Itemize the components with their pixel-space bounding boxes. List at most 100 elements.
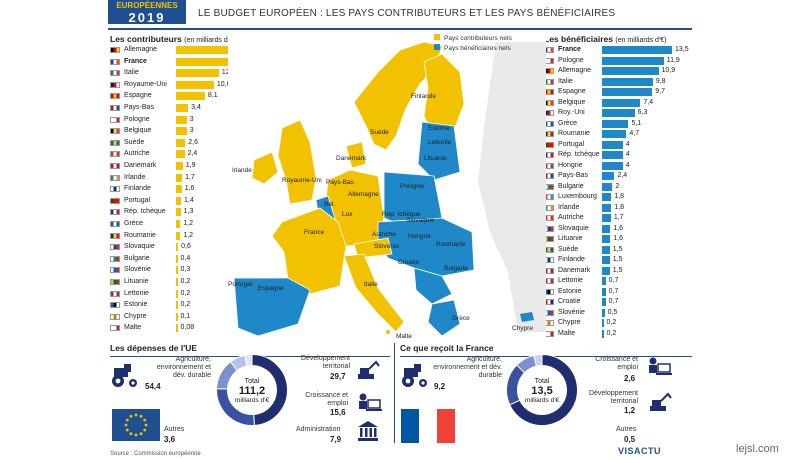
country-name: Irlande: [558, 203, 580, 211]
fr-growth-label: Croissance et emploi: [595, 356, 638, 371]
bar-value-label: 2,4: [187, 150, 198, 158]
country-flag-icon: [110, 139, 120, 146]
bottom-separator: [394, 343, 395, 443]
bar-row: Pays-Bas 2,4: [544, 171, 692, 181]
donut-slice: [533, 353, 543, 367]
bar: [602, 161, 623, 170]
badge-year: 2019: [128, 10, 166, 25]
bar-value-label: 0,4: [180, 254, 191, 262]
map-label-grece: Grèce: [452, 315, 470, 322]
bar-value-label: 2: [615, 182, 620, 190]
country-flag-icon: [110, 58, 120, 65]
bar-row: Pologne 3: [110, 115, 260, 125]
bar: [176, 185, 182, 194]
bar: [176, 127, 187, 136]
bar-value-label: 1,6: [613, 235, 624, 242]
bar-row: Hongrie 4: [544, 161, 692, 171]
bar-row: Lituanie 0,2: [110, 277, 260, 287]
map-label-roumanie: Roumanie: [436, 241, 466, 248]
eu-spending-title: Les dépenses de l'UE: [110, 343, 198, 353]
map-region-sweden: [353, 41, 443, 151]
bar-value-label: 0,6: [181, 243, 191, 251]
map-label-hongrie: Hongrie: [408, 233, 431, 240]
bar-value-label: 0,2: [180, 301, 191, 309]
country-name: Italie: [124, 69, 139, 77]
bar-value-label: 6,3: [637, 109, 648, 116]
bar-value-label: 1,5: [612, 245, 623, 253]
country-name: Pologne: [558, 56, 584, 64]
map-label-chypre: Chypre: [512, 325, 533, 332]
bar-row: Danemark 1,9: [110, 161, 260, 171]
bar-row: Slovaquie 1,6: [544, 224, 692, 234]
country-name: Roumanie: [124, 231, 156, 239]
map-label-espagne: Espagne: [258, 285, 284, 292]
bar-row: Espagne 9,7: [544, 87, 692, 97]
source-note: Source : Commission européenne: [110, 451, 201, 457]
bar-value-label: 0,08: [180, 324, 195, 332]
bar: [176, 278, 178, 286]
bar: [602, 266, 610, 275]
bar: [602, 277, 606, 285]
bar-value-label: 4: [625, 140, 630, 148]
bar-value-label: 10,9: [661, 67, 676, 74]
bar-row: Suède 1,5: [544, 245, 692, 255]
map-label-autriche: Autriche: [372, 231, 396, 238]
country-name: Finlande: [124, 185, 151, 193]
map-label-lituanie: Lituanie: [424, 155, 447, 162]
country-name: Portugal: [124, 196, 151, 204]
country-name: Pays-Bas: [558, 172, 588, 179]
country-name: Bulgarie: [558, 182, 584, 190]
bar-value-label: 8,1: [207, 92, 218, 100]
country-name: Lituanie: [124, 278, 149, 285]
country-name: Royaume-Uni: [124, 80, 167, 88]
country-name: Slovénie: [124, 266, 151, 274]
fr-agri-label: Agriculture, environnement et dév. durab…: [433, 356, 502, 379]
map-label-slovaquie: Slovaquie: [406, 217, 435, 224]
eu-agri-value: 54,4: [145, 382, 161, 391]
country-name: France: [124, 57, 147, 65]
bar: [602, 329, 604, 338]
bar-row: Estonie 0,2: [110, 300, 260, 310]
map-label-rep-tcheque: Rép. tchèque: [382, 211, 421, 218]
map-region-balkans: [413, 267, 453, 305]
map-label-malte: Malte: [396, 333, 412, 340]
country-name: Allemagne: [124, 46, 158, 53]
bar-value-label: 2,6: [188, 138, 199, 146]
country-name: Suède: [124, 138, 145, 146]
beneficiaries-title-text: Les bénéficiaires: [544, 34, 613, 44]
country-flag-icon: [110, 313, 120, 320]
badge-top-text: EUROPÉENNES: [116, 1, 178, 10]
bar: [602, 245, 610, 254]
bar-row: Grèce 1,2: [110, 219, 260, 229]
bar: [602, 46, 672, 54]
legend-contrib-swatch: [434, 34, 440, 40]
beneficiaries-bar-chart: France 13,5 Pologne 11,9 Allemagne 10,9 Italie…: [544, 45, 692, 340]
map-label-bel: Bel.: [324, 201, 335, 208]
map-label-suede: Suède: [370, 129, 389, 136]
bar: [176, 312, 178, 321]
country-name: Espagne: [558, 88, 586, 95]
contributors-unit: (en milliards d'€): [184, 37, 236, 44]
eu-territorial-value: 29,7: [330, 372, 346, 381]
bar-value-label: 9,7: [655, 88, 666, 95]
bar-row: Rép. tchèque 4: [544, 150, 692, 160]
map-label-danemark: Danemark: [336, 155, 367, 162]
fr-excavator-icon: [650, 392, 672, 411]
bar-row: Suède 2,6: [110, 138, 260, 148]
bar-value-label: 4: [625, 151, 630, 158]
bar-row: Royaume-Uni 10,6: [110, 80, 260, 90]
country-name: Pologne: [124, 115, 150, 123]
bar-row: Finlande 1,6: [110, 184, 260, 194]
bar-value-label: 4,7: [629, 130, 640, 137]
country-name: Pays-Bas: [124, 104, 154, 111]
bar-value-label: 1,7: [613, 214, 624, 221]
watermark: lejsl.com: [736, 443, 779, 455]
map-region-malta: [386, 330, 390, 334]
country-flag-icon: [110, 70, 120, 77]
map-region-baltics: [417, 121, 461, 181]
bar: [176, 324, 178, 333]
beneficiaries-unit: (en milliards d'€): [615, 37, 667, 44]
fr-total-value: 13,5: [531, 385, 553, 397]
bar: [602, 140, 623, 149]
eu-stars-icon: [124, 413, 148, 437]
